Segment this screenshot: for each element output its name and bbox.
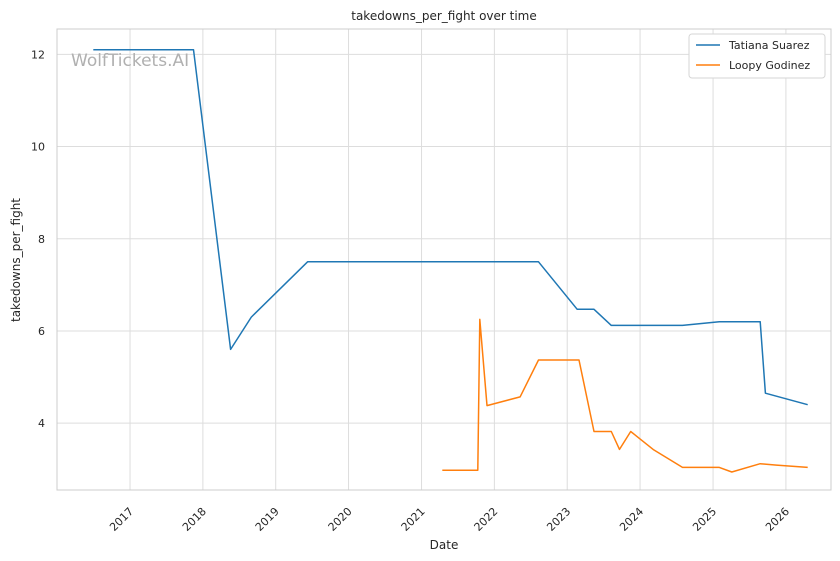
plot-area-border <box>56 28 832 491</box>
legend-box <box>688 33 826 79</box>
y-tick-label: 12 <box>31 48 45 61</box>
chart-title: takedowns_per_fight over time <box>351 9 537 23</box>
y-axis-ticks: 4 6 8 10 12 <box>31 48 45 430</box>
x-axis-title: Date <box>430 538 459 552</box>
series-line-tatiana-suarez <box>93 48 808 406</box>
legend-label-tatiana-suarez: Tatiana Suarez <box>728 39 810 52</box>
y-tick-label: 6 <box>38 325 45 338</box>
series-layer <box>93 48 808 473</box>
y-tick-label: 10 <box>31 141 45 154</box>
grid-lines <box>57 29 831 490</box>
legend: Tatiana Suarez Loopy Godinez <box>688 33 826 79</box>
y-axis-title: takedowns_per_fight <box>9 198 23 322</box>
y-tick-label: 8 <box>38 233 45 246</box>
watermark-text: WolfTickets.AI <box>71 51 189 71</box>
legend-label-loopy-godinez: Loopy Godinez <box>729 59 810 72</box>
y-tick-label: 4 <box>38 417 45 430</box>
series-line-loopy-godinez <box>442 318 808 473</box>
